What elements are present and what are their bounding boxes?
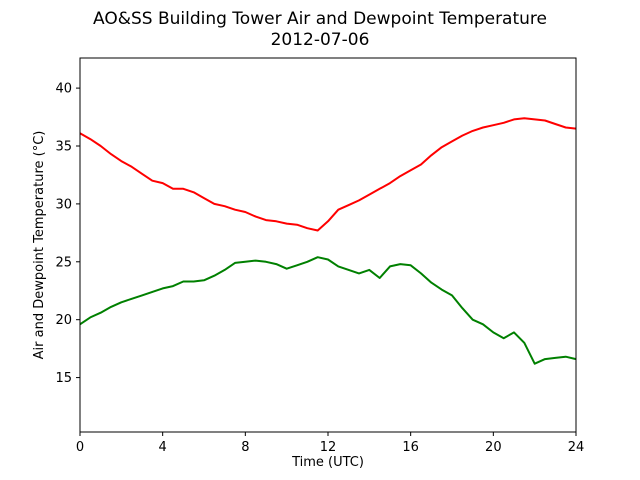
chart-title: AO&SS Building Tower Air and Dewpoint Te… [93, 9, 547, 29]
y-tick-label: 35 [55, 140, 72, 155]
x-tick-label: 12 [320, 440, 337, 455]
y-tick-label: 15 [55, 371, 72, 386]
x-tick-label: 20 [485, 440, 502, 455]
plot-lines [79, 117, 577, 365]
x-tick-label: 16 [402, 440, 419, 455]
x-tick-label: 24 [568, 440, 585, 455]
x-tick-label: 4 [159, 440, 167, 455]
plot-frame [79, 57, 577, 433]
y-axis-ticks: 15 20 25 30 35 40 [55, 82, 80, 386]
y-tick-label: 30 [55, 197, 72, 212]
y-tick-label: 40 [55, 82, 72, 97]
y-axis-label: Air and Dewpoint Temperature (°C) [32, 131, 47, 360]
series-line-1 [79, 117, 577, 232]
x-axis-ticks: 0 4 8 12 16 20 24 [76, 432, 584, 455]
y-tick-label: 20 [55, 313, 72, 328]
x-axis-label: Time (UTC) [291, 455, 364, 470]
x-tick-label: 0 [76, 440, 84, 455]
x-tick-label: 8 [241, 440, 249, 455]
y-tick-label: 25 [55, 255, 72, 270]
series-line-2 [79, 256, 577, 365]
chart-subtitle: 2012-07-06 [271, 30, 370, 50]
